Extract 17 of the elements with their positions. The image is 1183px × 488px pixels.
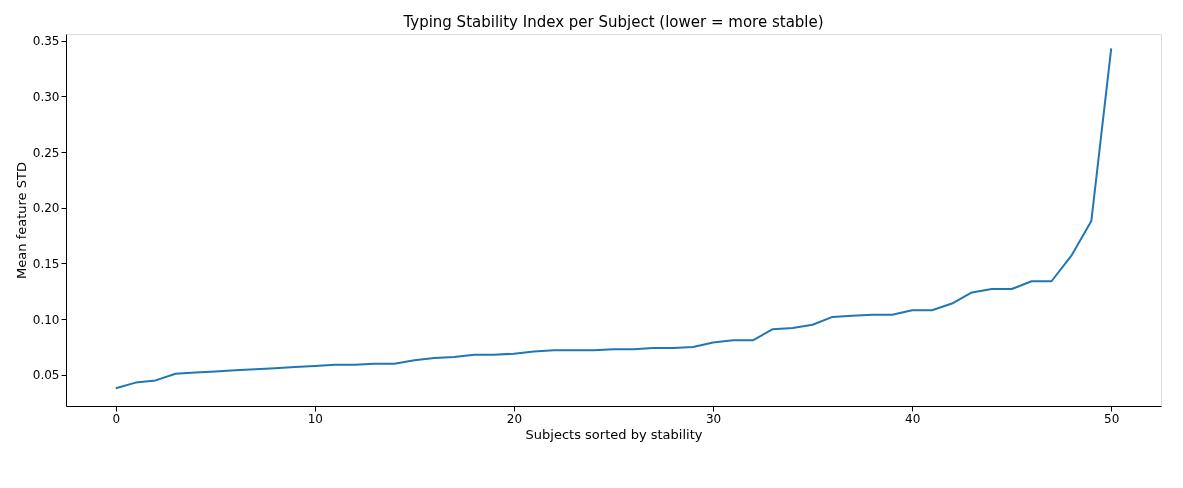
x-tick-label: 0: [112, 411, 121, 426]
y-tick-label: 0.25: [32, 145, 60, 160]
y-tick-label: 0.30: [32, 89, 60, 104]
x-axis-title: Subjects sorted by stability: [525, 426, 703, 442]
x-tick-label: 20: [506, 411, 523, 426]
chart-title: Typing Stability Index per Subject (lower = more stable): [402, 13, 824, 31]
line-series: [114, 47, 1113, 390]
y-tick-label: 0.10: [32, 312, 60, 327]
y-tick-label: 0.20: [32, 201, 60, 216]
x-tick-label: 50: [1104, 411, 1120, 426]
x-tick-label: 40: [905, 411, 921, 426]
x-tick-label: 10: [307, 411, 323, 426]
x-tick-label: 30: [705, 411, 722, 426]
y-axis-title: Mean feature STD: [13, 162, 29, 279]
y-tick-label: 0.35: [32, 34, 60, 49]
y-tick-label: 0.15: [32, 256, 60, 271]
y-tick-label: 0.05: [32, 368, 60, 383]
